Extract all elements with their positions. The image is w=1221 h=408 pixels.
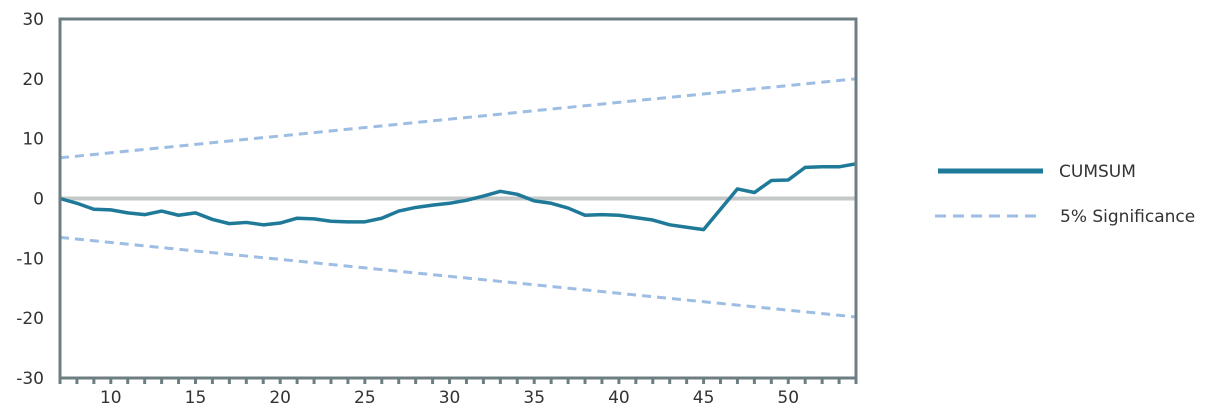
x-tick-label: 45 — [693, 388, 715, 408]
significance-lower-line — [59, 235, 857, 319]
x-axis-tick-marks — [58, 378, 858, 384]
legend: CUMSUM 5% Significance — [935, 162, 1195, 227]
y-tick-label: 10 — [22, 130, 44, 150]
y-tick-label: 20 — [22, 70, 44, 90]
x-axis-ticks: 10 15 20 25 30 35 40 45 50 — [100, 388, 799, 408]
y-tick-label: 30 — [22, 10, 44, 30]
legend-label-cumsum: CUMSUM — [1059, 162, 1136, 182]
legend-label-significance: 5% Significance — [1060, 207, 1195, 227]
plot-frame — [58, 17, 858, 380]
cumsum-series-line — [59, 162, 857, 232]
y-tick-label: -20 — [16, 309, 44, 329]
x-tick-label: 15 — [185, 388, 207, 408]
y-tick-label: -10 — [16, 249, 44, 269]
x-tick-label: 40 — [608, 388, 630, 408]
x-tick-label: 10 — [100, 388, 122, 408]
x-tick-label: 20 — [269, 388, 291, 408]
y-axis-ticks: 30 20 10 0 -10 -20 -30 — [16, 10, 44, 389]
x-tick-label: 35 — [523, 388, 545, 408]
x-tick-label: 30 — [439, 388, 461, 408]
y-tick-label: -30 — [16, 369, 44, 389]
x-tick-label: 50 — [777, 388, 799, 408]
x-tick-label: 25 — [354, 388, 376, 408]
significance-upper-line — [59, 77, 857, 160]
y-tick-label: 0 — [33, 190, 44, 210]
